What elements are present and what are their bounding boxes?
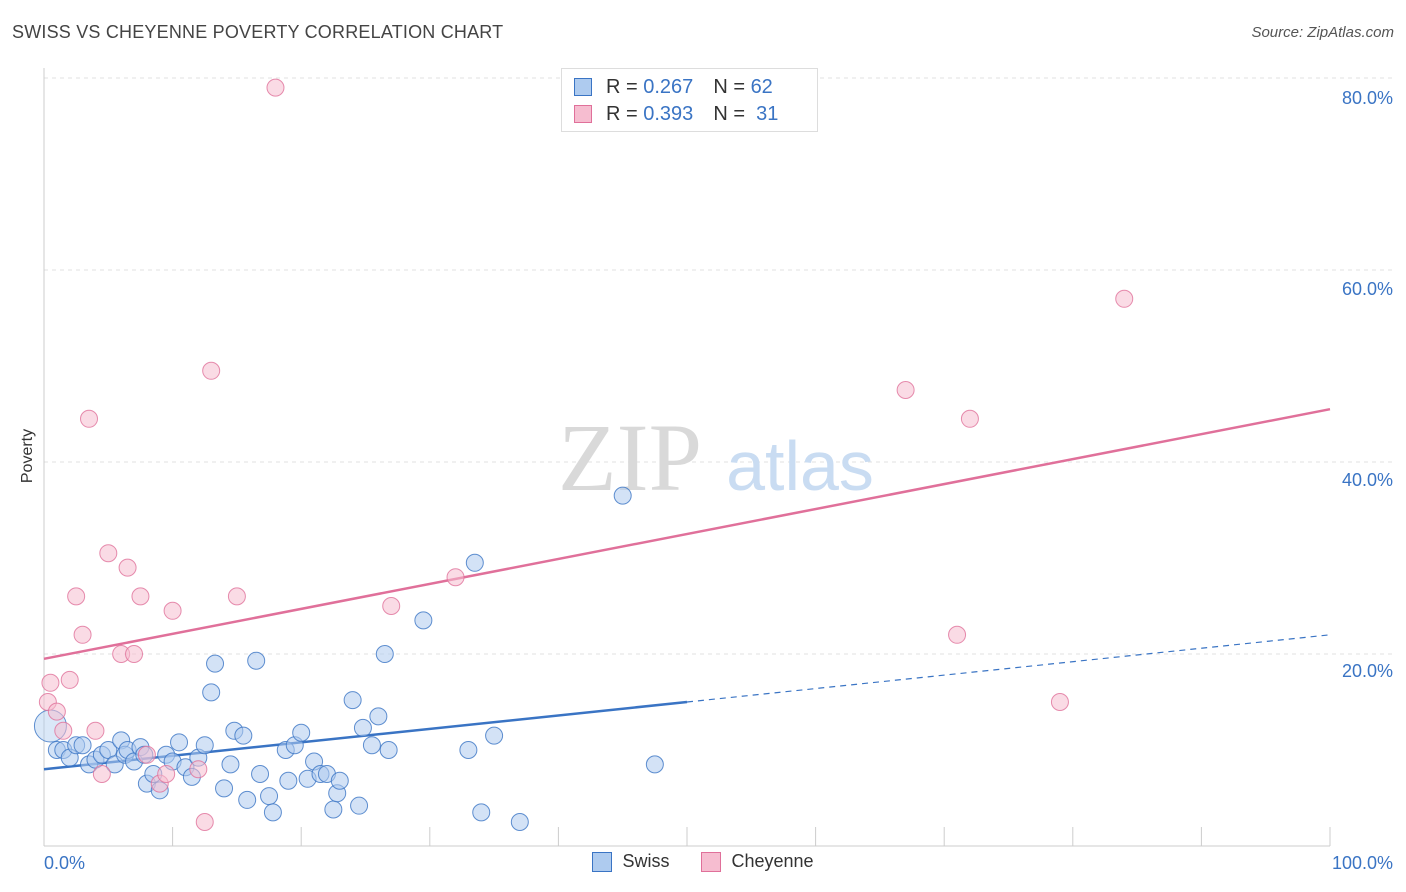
point-cheyenne[interactable]	[960, 409, 979, 428]
point-cheyenne[interactable]	[67, 587, 86, 606]
n-label: N =	[713, 75, 745, 98]
point-swiss[interactable]	[202, 683, 221, 702]
x-tick-labels: 0.0% 100.0%	[44, 853, 1393, 873]
y-tick-label-40: 40.0%	[1342, 470, 1393, 490]
r-value: 0.393	[643, 102, 694, 125]
trend-line-extension-swiss	[686, 634, 1331, 703]
point-cheyenne[interactable]	[60, 670, 79, 689]
point-cheyenne[interactable]	[382, 597, 401, 615]
cheyenne-swatch	[574, 105, 592, 123]
point-cheyenne[interactable]	[80, 409, 99, 428]
watermark-atlas: atlas	[726, 427, 874, 505]
point-swiss[interactable]	[292, 723, 311, 742]
point-swiss[interactable]	[206, 654, 225, 673]
point-swiss[interactable]	[465, 553, 484, 572]
point-cheyenne[interactable]	[47, 702, 66, 721]
point-swiss[interactable]	[260, 787, 279, 806]
y-tick-labels: 80.0% 60.0% 40.0% 20.0%	[1342, 88, 1393, 681]
r-label: R =	[606, 75, 638, 98]
point-swiss[interactable]	[221, 755, 240, 774]
point-cheyenne[interactable]	[131, 587, 150, 606]
point-swiss[interactable]	[343, 691, 362, 710]
point-cheyenne[interactable]	[163, 601, 182, 620]
point-swiss[interactable]	[613, 486, 632, 505]
x-tick-label-max: 100.0%	[1332, 853, 1393, 873]
point-swiss[interactable]	[353, 718, 372, 737]
point-swiss[interactable]	[247, 651, 266, 670]
point-swiss[interactable]	[414, 611, 433, 630]
point-swiss[interactable]	[375, 645, 394, 663]
point-swiss[interactable]	[238, 790, 257, 809]
y-tick-label-20: 20.0%	[1342, 661, 1393, 681]
point-cheyenne[interactable]	[1115, 289, 1134, 308]
point-cheyenne[interactable]	[896, 381, 915, 399]
x-ticks	[43, 827, 1331, 846]
point-cheyenne[interactable]	[948, 625, 967, 644]
point-swiss[interactable]	[324, 800, 343, 819]
point-swiss[interactable]	[195, 736, 214, 755]
gridlines	[44, 77, 1393, 655]
point-cheyenne[interactable]	[118, 558, 137, 577]
y-tick-label-60: 60.0%	[1342, 279, 1393, 299]
chart-source: Source: ZipAtlas.com	[1251, 24, 1394, 41]
point-cheyenne[interactable]	[195, 813, 214, 831]
point-swiss[interactable]	[350, 796, 369, 815]
legend-item-swiss[interactable]: Swiss	[592, 851, 669, 872]
r-label: R =	[606, 102, 638, 125]
point-swiss[interactable]	[645, 755, 664, 774]
point-swiss[interactable]	[472, 803, 491, 822]
point-swiss[interactable]	[170, 733, 189, 752]
stats-legend: R = 0.267 N = 62 R = 0.393 N = 31	[561, 68, 818, 132]
point-cheyenne[interactable]	[125, 645, 144, 663]
legend-item-cheyenne[interactable]: Cheyenne	[701, 851, 814, 872]
y-axis-label: Poverty	[19, 428, 36, 484]
point-cheyenne[interactable]	[157, 765, 176, 783]
point-swiss[interactable]	[510, 813, 529, 831]
point-cheyenne[interactable]	[266, 78, 285, 97]
legend-label-swiss: Swiss	[622, 851, 670, 871]
point-cheyenne[interactable]	[1050, 693, 1069, 711]
cheyenne-legend-swatch	[701, 851, 722, 872]
point-cheyenne[interactable]	[73, 625, 92, 644]
point-swiss[interactable]	[485, 726, 504, 745]
point-swiss[interactable]	[279, 771, 298, 790]
n-value: 31	[756, 102, 779, 125]
legend-label-cheyenne: Cheyenne	[731, 851, 814, 871]
point-swiss[interactable]	[234, 726, 253, 745]
point-cheyenne[interactable]	[137, 745, 156, 764]
point-swiss[interactable]	[362, 736, 381, 755]
point-swiss[interactable]	[251, 765, 270, 783]
point-swiss[interactable]	[459, 741, 478, 759]
x-tick-label-min: 0.0%	[44, 853, 85, 873]
y-tick-label-80: 80.0%	[1342, 88, 1393, 108]
swiss-swatch	[574, 78, 592, 96]
point-cheyenne[interactable]	[189, 760, 208, 779]
series-legend: Swiss Cheyenne	[0, 851, 1406, 872]
point-cheyenne[interactable]	[41, 673, 60, 692]
point-cheyenne[interactable]	[54, 721, 73, 740]
n-value: 62	[750, 75, 773, 98]
point-cheyenne[interactable]	[446, 568, 465, 587]
point-swiss[interactable]	[330, 771, 349, 790]
chart-title: SWISS VS CHEYENNE POVERTY CORRELATION CH…	[12, 22, 504, 42]
point-cheyenne[interactable]	[202, 361, 221, 380]
swiss-legend-swatch	[592, 851, 613, 872]
point-swiss[interactable]	[263, 803, 282, 822]
point-swiss[interactable]	[73, 736, 92, 755]
point-cheyenne[interactable]	[92, 765, 111, 783]
point-swiss[interactable]	[379, 741, 398, 759]
watermark: ZIP atlas	[558, 404, 874, 511]
n-label: N =	[713, 102, 745, 125]
trend-line-cheyenne	[43, 407, 1331, 661]
r-value: 0.267	[643, 75, 694, 98]
data-points	[33, 78, 1134, 831]
point-cheyenne[interactable]	[86, 721, 105, 740]
stats-legend-row-swiss: R = 0.267 N = 62	[574, 75, 773, 99]
stats-legend-row-cheyenne: R = 0.393 N = 31	[574, 102, 778, 126]
point-cheyenne[interactable]	[227, 587, 246, 606]
point-cheyenne[interactable]	[99, 544, 118, 563]
point-swiss[interactable]	[369, 707, 388, 726]
point-swiss[interactable]	[215, 779, 234, 798]
